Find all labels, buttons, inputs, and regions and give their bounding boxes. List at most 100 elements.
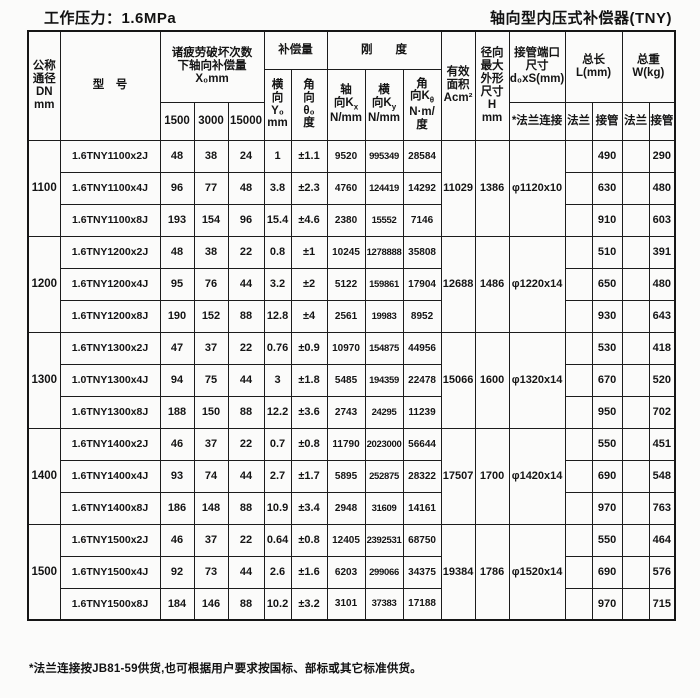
cell-kx: 10970 [326,331,366,365]
cell-length-flange [564,427,593,461]
cell-x3000: 37 [193,523,229,557]
cell-weight-pipe: 290 [648,139,676,173]
cell-kx: 2561 [326,299,366,333]
cell-ktheta: 22478 [402,363,442,397]
header-lateral-y0: 横 向 Y₀ mm [263,68,292,141]
cell-pipe-size: φ1220x14 [508,235,566,333]
cell-x15000: 44 [227,459,265,493]
cell-weight-flange [621,459,650,493]
footnote: *法兰连接按JB81-59供货,也可根据用户要求按国标、部标或其它标准供货。 [29,663,422,675]
cell-x15000: 88 [227,491,265,525]
cell-model: 1.6TNY1100x4J [59,171,161,205]
cell-y0: 2.6 [263,555,292,589]
cell-length-flange [564,139,593,173]
cell-kx: 9520 [326,139,366,173]
cell-length-pipe: 970 [591,587,623,621]
cell-kx: 5895 [326,459,366,493]
table-row: 1.6TNY1100x8J 193 154 96 15.4 ±4.6 2380 … [28,203,676,237]
cell-x3000: 38 [193,139,229,173]
cell-weight-flange [621,171,650,205]
cell-theta0: ±2 [290,267,328,301]
header-total-weight: 总重 W(kg) [621,30,676,103]
cell-weight-pipe: 464 [648,523,676,557]
cell-length-pipe: 970 [591,491,623,525]
cell-y0: 3 [263,363,292,397]
cell-kx: 5122 [326,267,366,301]
cell-ky: 24295 [364,395,404,429]
cell-weight-flange [621,587,650,621]
cell-y0: 0.64 [263,523,292,557]
cell-ktheta: 56644 [402,427,442,461]
table-row: 1.6TNY1400x4J 93 74 44 2.7 ±1.7 5895 252… [28,459,676,493]
cell-x3000: 38 [193,235,229,269]
cell-x3000: 37 [193,427,229,461]
cell-weight-pipe: 418 [648,331,676,365]
table-row: 1.6TNY1500x4J 92 73 44 2.6 ±1.6 6203 299… [28,555,676,589]
header-dn: 公称 通径 DN mm [27,30,61,141]
cell-ky: 154875 [364,331,404,365]
table-row: 1.6TNY1200x4J 95 76 44 3.2 ±2 5122 15986… [28,267,676,301]
header-weight-flange: 法兰 [621,101,650,141]
cell-ktheta: 44956 [402,331,442,365]
header-row-3: 1500 3000 15000 *法兰连接 法兰 接管 法兰 接管 [28,101,676,141]
cell-kx: 6203 [326,555,366,589]
cell-x3000: 150 [193,395,229,429]
cell-length-pipe: 510 [591,235,623,269]
cell-h-dim: 1386 [474,139,510,237]
cell-ktheta: 11239 [402,395,442,429]
cell-weight-pipe: 715 [648,587,676,621]
spec-table: 公称 通径 DN mm 型 号 诸疲劳破坏次数 下轴向补偿量 X₀mm 补偿量 … [27,30,677,621]
table-row: 1100 1.6TNY1100x2J 48 38 24 1 ±1.1 9520 … [27,139,676,237]
cell-x1500: 46 [159,427,195,461]
cell-length-flange [564,363,593,397]
cell-h-dim: 1600 [474,331,510,429]
cell-pipe-size: φ1520x14 [508,523,566,621]
cell-y0: 10.2 [263,587,292,621]
cell-dn: 1500 [27,523,61,621]
table-row: 1.6TNY1400x8J 186 148 88 10.9 ±3.4 2948 … [28,491,676,525]
cell-x1500: 186 [159,491,195,525]
cell-x15000: 44 [227,267,265,301]
page-title: 轴向型内压式补偿器(TNY) [490,10,672,27]
header-weight-pipe: 接管 [648,101,676,141]
cell-y0: 10.9 [263,491,292,525]
cell-ktheta: 68750 [402,523,442,557]
cell-x1500: 184 [159,587,195,621]
cell-length-flange [564,203,593,237]
cell-x1500: 190 [159,299,195,333]
cell-ky: 995349 [364,139,404,173]
cell-length-flange [564,267,593,301]
cell-kx: 2743 [326,395,366,429]
cell-x1500: 95 [159,267,195,301]
header-length-pipe: 接管 [591,101,623,141]
cell-weight-flange [621,203,650,237]
cell-ky: 37383 [364,587,404,621]
cell-weight-flange [621,555,650,589]
cell-y0: 15.4 [263,203,292,237]
header-fatigue-cycles: 诸疲劳破坏次数 下轴向补偿量 X₀mm [159,30,265,103]
cell-weight-pipe: 643 [648,299,676,333]
cell-theta0: ±0.9 [290,331,328,365]
header-length-flange: 法兰 [564,101,593,141]
cell-length-pipe: 670 [591,363,623,397]
cell-ktheta: 17188 [402,587,442,621]
cell-y0: 3.2 [263,267,292,301]
cell-y0: 1 [263,139,292,173]
cell-ky: 15552 [364,203,404,237]
header-angular-ktheta: 角向Kθ N·m/度 [402,68,442,141]
cell-model: 1.6TNY1400x2J [59,427,161,461]
cell-length-pipe: 630 [591,171,623,205]
cell-length-pipe: 550 [591,523,623,557]
header-compensation: 补偿量 [263,30,328,70]
cell-x15000: 96 [227,203,265,237]
cell-y0: 12.8 [263,299,292,333]
cell-length-flange [564,171,593,205]
cell-x15000: 88 [227,395,265,429]
header-row-2: 横 向 Y₀ mm 角 向 θ₀ 度 轴向Kx N/mm 横向Ky N/mm 角向K… [28,68,675,141]
cell-effective-area: 19384 [440,523,476,621]
cell-effective-area: 11029 [440,139,476,237]
header-cycles-15000: 15000 [227,101,265,141]
cell-ktheta: 8952 [402,299,442,333]
cell-x3000: 74 [193,459,229,493]
cell-length-flange [564,491,593,525]
